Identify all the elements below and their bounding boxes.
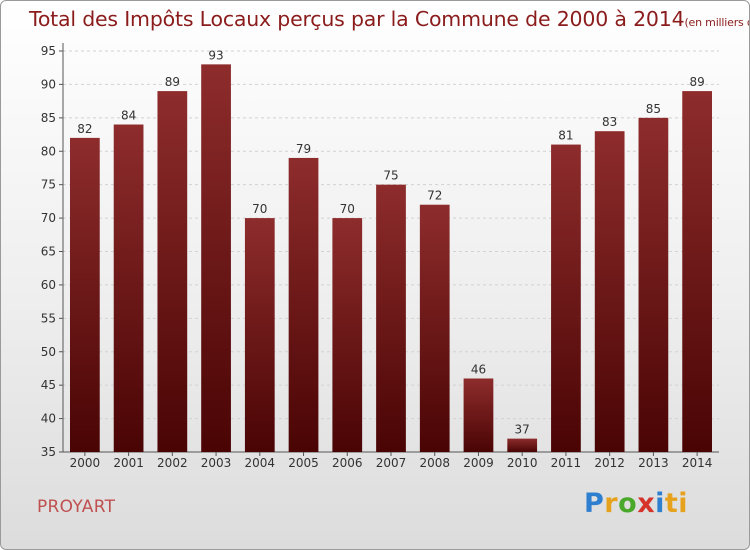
data-label-2003: 93 [208, 48, 223, 62]
x-tick-label-2005: 2005 [288, 456, 319, 470]
x-tick-label-2008: 2008 [419, 456, 450, 470]
x-tick-label-2011: 2011 [551, 456, 582, 470]
data-label-2000: 82 [77, 122, 92, 136]
data-label-2001: 84 [121, 109, 136, 123]
bar-2012 [594, 131, 625, 452]
data-label-2005: 79 [296, 142, 311, 156]
y-tick-label: 65 [41, 245, 56, 259]
bar-2001 [113, 124, 144, 453]
y-tick-label: 45 [41, 378, 56, 392]
y-tick-label: 95 [41, 44, 56, 58]
bar-2005 [288, 157, 319, 452]
data-label-2002: 89 [165, 75, 180, 89]
y-tick-label: 90 [41, 77, 56, 91]
bar-2011 [551, 144, 581, 453]
y-tick-label: 85 [41, 111, 56, 125]
x-tick-label-2000: 2000 [70, 456, 101, 470]
bar-2010 [507, 438, 538, 452]
data-label-2010: 37 [515, 423, 530, 437]
bar-2006 [332, 218, 363, 452]
x-tick-label-2004: 2004 [245, 456, 276, 470]
x-tick-label-2006: 2006 [332, 456, 363, 470]
data-label-2012: 83 [602, 115, 617, 129]
axis-layer: 35 40 45 50 55 60 65 70 75 80 85 90 95 [41, 43, 719, 459]
x-tick-label-2002: 2002 [157, 456, 188, 470]
bar-layer [69, 64, 713, 453]
x-tick-label-2001: 2001 [113, 456, 144, 470]
bar-2002 [157, 91, 188, 452]
data-label-2009: 46 [471, 362, 486, 376]
x-tick-label-2014: 2014 [682, 456, 713, 470]
x-tick-label-2012: 2012 [594, 456, 625, 470]
chart-title-main: Total des Impôts Locaux perçus par la Co… [29, 7, 685, 31]
x-tick-label-2007: 2007 [376, 456, 407, 470]
bar-2009 [463, 378, 494, 452]
label-layer: 82 2000 84 2001 89 2002 93 2003 70 2004 79 2005 70 20… [70, 48, 713, 470]
data-label-2008: 72 [427, 189, 442, 203]
data-label-2011: 81 [558, 129, 573, 143]
data-label-2007: 75 [383, 169, 398, 183]
commune-name: PROYART [37, 497, 116, 517]
data-label-2014: 89 [689, 75, 704, 89]
bar-2008 [419, 204, 450, 452]
chart-title: Total des Impôts Locaux perçus par la Co… [29, 7, 749, 31]
chart-subtitle: (en milliers d'€) [684, 16, 749, 29]
bar-2004 [244, 218, 275, 452]
y-tick-label: 75 [41, 178, 56, 192]
x-tick-label-2013: 2013 [638, 456, 669, 470]
y-tick-label: 80 [41, 144, 56, 158]
y-tick-label: 55 [41, 311, 56, 325]
bar-2003 [201, 64, 231, 452]
proxiti-logo[interactable]: Proxiti [584, 488, 689, 519]
bar-2014 [682, 91, 713, 452]
x-tick-label-2003: 2003 [201, 456, 232, 470]
data-label-2013: 85 [646, 102, 661, 116]
y-tick-label: 60 [41, 278, 56, 292]
y-tick-label: 70 [41, 211, 56, 225]
x-tick-label-2009: 2009 [463, 456, 494, 470]
data-label-2006: 70 [340, 202, 355, 216]
bar-2007 [376, 184, 406, 452]
data-label-2004: 70 [252, 202, 267, 216]
y-tick-label: 40 [41, 412, 56, 426]
bar-2013 [638, 117, 669, 452]
y-tick-label: 35 [41, 445, 56, 459]
y-tick-label: 50 [41, 345, 56, 359]
bar-2000 [69, 137, 100, 452]
x-tick-label-2010: 2010 [507, 456, 538, 470]
